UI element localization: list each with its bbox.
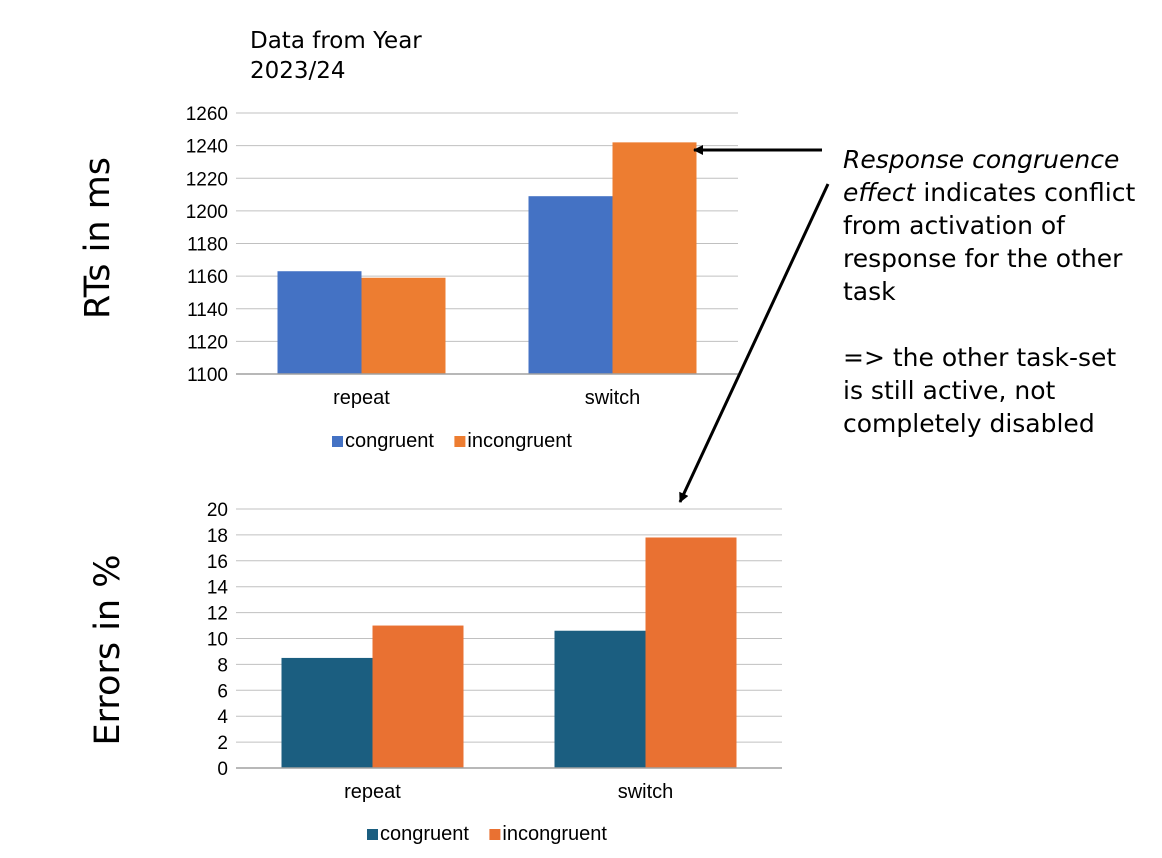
- err-x-tick-label: switch: [618, 781, 674, 803]
- rt-y-tick-label: 1180: [187, 235, 228, 256]
- rt-legend-swatch-incongruent: [454, 436, 466, 447]
- rt-y-tick-label: 1160: [187, 267, 228, 288]
- err-legend-swatch-congruent: [367, 829, 378, 840]
- conclusion-line-1: => the other task-set: [843, 343, 1117, 372]
- rt-y-tick-label: 1140: [187, 300, 228, 321]
- rt-bar-congruent-switch: [528, 196, 613, 374]
- rt-y-tick-label: 1260: [186, 104, 228, 125]
- data-source-note: Data from Year 2023/24: [250, 26, 470, 86]
- rt-x-tick-label: repeat: [333, 387, 390, 409]
- errors-chart: 0 2 4 6 8 10 12 14 16 18 20 repeat switch congruent in…: [207, 500, 782, 845]
- annotation-line-2: from activation of: [843, 211, 1065, 240]
- err-y-tick-label: 4: [217, 707, 228, 728]
- rt-legend-label-congruent: congruent: [345, 430, 434, 452]
- rt-bar-incongruent-switch: [612, 142, 697, 374]
- note-line-2: 2023/24: [250, 58, 346, 84]
- annotation-line-1: Response congruence effect indicates con…: [843, 143, 1162, 209]
- annotation-line-3: response for the other: [843, 244, 1123, 273]
- note-line-1: Data from Year: [250, 28, 422, 54]
- err-y-tick-label: 6: [217, 681, 228, 702]
- rt-y-tick-label: 1100: [187, 365, 228, 386]
- err-y-tick-label: 20: [207, 500, 228, 521]
- err-legend-swatch-incongruent: [489, 829, 501, 840]
- rt-legend-label-incongruent: incongruent: [467, 430, 572, 452]
- err-bar-congruent-switch: [554, 630, 646, 768]
- arrow-to-error-bar: [678, 183, 830, 503]
- err-bar-congruent-repeat: [281, 657, 373, 768]
- err-y-tick-label: 18: [207, 526, 228, 547]
- err-y-tick-label: 8: [217, 655, 228, 676]
- err-y-tick-label: 14: [207, 578, 229, 599]
- rt-bar-incongruent-repeat: [361, 277, 446, 374]
- rt-y-tick-label: 1240: [186, 137, 228, 158]
- err-legend-label-incongruent: incongruent: [502, 823, 607, 845]
- annotation-italic: Response congruence effect: [843, 145, 1120, 207]
- err-y-tick-label: 16: [207, 552, 228, 573]
- conclusion-line-3: completely disabled: [843, 409, 1095, 438]
- rt-y-tick-label: 1120: [187, 332, 228, 353]
- err-bar-incongruent-switch: [645, 537, 737, 768]
- conclusion-line-2: is still active, not: [843, 376, 1056, 405]
- err-y-tick-label: 10: [207, 630, 228, 651]
- err-x-tick-label: repeat: [344, 781, 401, 803]
- rt-y-tick-label: 1220: [186, 169, 228, 190]
- annotation-line-4: task: [843, 277, 896, 306]
- err-bar-incongruent-repeat: [372, 625, 464, 768]
- rt-chart: 1100 1120 1140 1160 1180 1200 1220 1240 1260 repe…: [186, 104, 738, 452]
- err-y-tick-label: 2: [217, 733, 228, 754]
- err-y-tick-label: 12: [207, 604, 228, 625]
- rt-legend-swatch-congruent: [332, 436, 343, 447]
- err-y-tick-label: 0: [217, 759, 228, 780]
- rt-x-tick-label: switch: [585, 387, 641, 409]
- rt-bar-congruent-repeat: [277, 271, 362, 374]
- rt-y-tick-label: 1200: [186, 202, 228, 223]
- annotation-text: Response congruence effect indicates con…: [843, 143, 1162, 440]
- err-legend-label-congruent: congruent: [380, 823, 469, 845]
- annotation-rest-1: indicates conflict: [923, 178, 1136, 207]
